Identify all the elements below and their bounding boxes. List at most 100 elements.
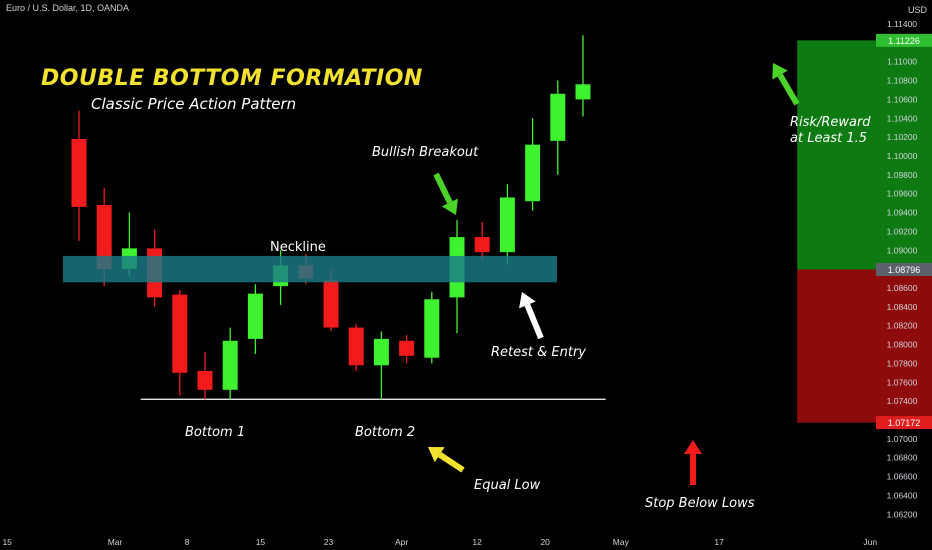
candle [222, 327, 238, 400]
candle [424, 291, 440, 364]
price-tick-label: 1.06200 [887, 509, 918, 519]
target-arrow-icon-head [772, 63, 788, 80]
candle-body [323, 280, 339, 328]
price-tag: 1.08796 [876, 262, 932, 276]
candle-body [373, 338, 389, 366]
candle-body [575, 84, 591, 100]
candle [373, 331, 389, 400]
retest-arrow-icon-head [519, 292, 536, 309]
price-tick-label: 1.06800 [887, 453, 918, 463]
candle-body [96, 205, 112, 270]
time-tick-label: 23 [324, 537, 334, 547]
time-tick-label: 12 [472, 537, 482, 547]
price-tag-bg [876, 33, 932, 47]
candle-body [348, 327, 364, 366]
price-tick-label: 1.10800 [887, 76, 918, 86]
target-arrow-icon-shaft [777, 73, 800, 106]
candle-body [71, 139, 87, 207]
retest-arrow-icon [519, 292, 544, 340]
price-tick-label: 1.10400 [887, 113, 918, 123]
time-tick-label: 15 [2, 537, 12, 547]
price-tick-label: 1.07600 [887, 377, 918, 387]
price-tick-label: 1.07000 [887, 434, 918, 444]
candle-body [172, 294, 188, 373]
price-tick-label: 1.07400 [887, 396, 918, 406]
candle-body [399, 340, 415, 356]
retest-label: Retest & Entry [491, 345, 586, 360]
equal-low-arrow-icon-head [428, 447, 445, 463]
equal-low-label: Equal Low [474, 478, 541, 493]
candle-body [222, 340, 238, 390]
target-arrow-icon [772, 63, 800, 106]
neckline-zone [63, 255, 557, 283]
candle-body [550, 93, 566, 141]
time-tick-label: Apr [395, 537, 408, 547]
price-tick-label: 1.10600 [887, 94, 918, 104]
price-tick-label: 1.07800 [887, 358, 918, 368]
breakout-arrow-icon-shaft [433, 172, 453, 204]
price-tick-label: 1.11000 [887, 57, 917, 67]
price-tag: 1.11226 [876, 33, 932, 47]
price-tick-label: 1.11400 [887, 19, 917, 29]
price-tick-label: 1.10000 [887, 151, 918, 161]
candle [525, 118, 541, 211]
candle [499, 184, 515, 265]
currency-label: USD [908, 5, 928, 15]
price-tag-bg [876, 262, 932, 276]
price-tick-label: 1.09800 [887, 170, 918, 180]
candle [474, 221, 490, 260]
time-tick-label: May [613, 537, 630, 547]
candle [71, 110, 87, 241]
price-tag-bg [876, 416, 932, 430]
risk-reward-label-line1: Risk/Reward [790, 115, 871, 130]
price-tag-label: 1.07172 [888, 418, 921, 428]
time-tick-label: 20 [540, 537, 550, 547]
price-axis[interactable]: 1.06200 1.06400 1.06600 1.06800 1.07000 1.074… [876, 5, 932, 519]
chart-subtitle: Classic Price Action Pattern [91, 95, 297, 113]
price-tick-label: 1.09600 [887, 189, 918, 199]
breakout-arrow-icon-head [441, 198, 458, 215]
chart-title: DOUBLE BOTTOM FORMATION [41, 66, 423, 91]
candle-body [424, 299, 440, 358]
time-axis[interactable]: 15Mar81523Apr1220May17Jun1422Jul [2, 537, 932, 547]
candle [550, 80, 566, 175]
candle [348, 323, 364, 371]
stop-arrow-icon [684, 440, 702, 485]
loss-zone [797, 269, 932, 423]
price-tick-label: 1.08200 [887, 321, 918, 331]
price-tick-label: 1.06600 [887, 472, 918, 482]
time-tick-label: 15 [256, 537, 266, 547]
bottom2-label: Bottom 2 [355, 425, 416, 440]
price-tick-label: 1.08000 [887, 340, 918, 350]
candles-layer [63, 35, 591, 400]
price-tag-label: 1.11226 [888, 36, 920, 46]
candle [247, 284, 263, 354]
candle [172, 289, 188, 396]
price-tick-label: 1.09400 [887, 208, 918, 218]
price-tick-label: 1.09000 [887, 245, 918, 255]
candle-body [247, 293, 263, 339]
stop-label: Stop Below Lows [645, 496, 755, 511]
candle-body [499, 197, 515, 253]
candle-body [525, 144, 541, 202]
time-tick-label: Mar [108, 537, 123, 547]
price-tick-label: 1.08600 [887, 283, 918, 293]
candle-body [474, 237, 490, 253]
time-tick-label: 17 [714, 537, 724, 547]
breakout-label: Bullish Breakout [372, 145, 479, 160]
zones-layer [140, 40, 932, 423]
risk-reward-label-line2: at Least 1.5 [790, 131, 868, 146]
neckline-label: Neckline [270, 240, 326, 255]
time-tick-label: Jun [863, 537, 877, 547]
retest-arrow-icon-shaft [524, 303, 544, 340]
candle-body [197, 370, 213, 390]
price-tag: 1.07172 [876, 416, 932, 430]
profit-zone [797, 40, 932, 270]
price-tick-label: 1.10200 [887, 132, 918, 142]
candle [399, 335, 415, 364]
equal-low-arrow-icon [428, 447, 465, 473]
arrows-layer [428, 63, 800, 485]
symbol-title: Euro / U.S. Dollar, 1D, OANDA [6, 3, 130, 13]
stop-arrow-icon-head [684, 440, 702, 454]
